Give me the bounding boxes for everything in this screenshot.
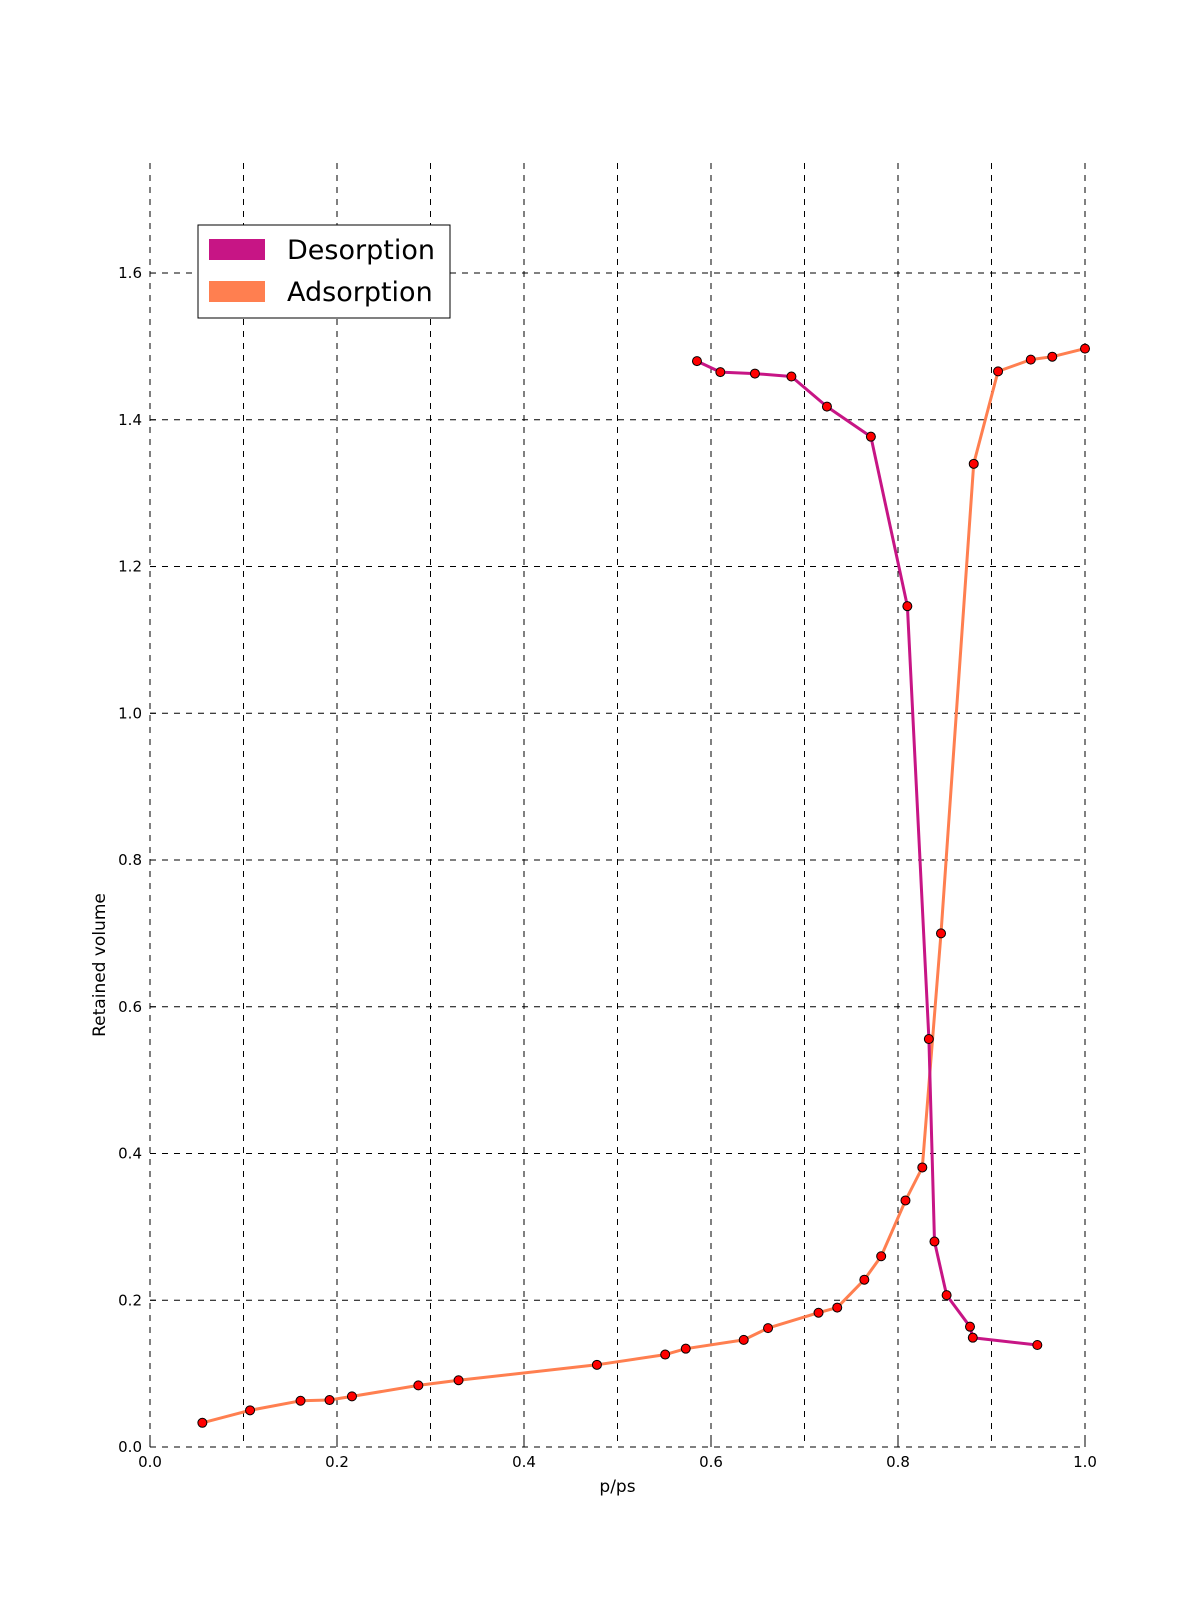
data-point-adsorption — [660, 1349, 671, 1360]
data-point-desorption — [749, 368, 760, 379]
x-axis-label: p/ps — [599, 1477, 635, 1497]
data-point-adsorption — [832, 1302, 843, 1313]
x-tick-label: 0.8 — [886, 1453, 910, 1471]
grid — [149, 163, 1086, 1448]
data-point-desorption — [941, 1290, 952, 1301]
y-axis-label: Retained volume — [90, 893, 110, 1037]
x-tick-label: 1.0 — [1073, 1453, 1097, 1471]
data-point-desorption — [691, 356, 702, 367]
data-point-desorption — [967, 1332, 978, 1343]
y-tick-label: 1.2 — [118, 558, 142, 576]
data-point-adsorption — [859, 1274, 870, 1285]
y-tick-label: 1.4 — [118, 411, 142, 429]
y-tick-label: 1.0 — [118, 704, 142, 722]
data-point-adsorption — [413, 1380, 424, 1391]
x-tick-label: 0.2 — [325, 1453, 349, 1471]
legend-label-desorption: Desorption — [287, 235, 435, 266]
legend-swatch-desorption — [209, 239, 265, 260]
legend: Desorption Adsorption — [197, 224, 451, 319]
data-point-desorption — [964, 1321, 975, 1332]
y-tick-label: 0.4 — [118, 1145, 142, 1163]
data-point-adsorption — [876, 1251, 887, 1262]
y-tick-label: 0.2 — [118, 1291, 142, 1309]
data-point-adsorption — [738, 1334, 749, 1345]
data-point-adsorption — [763, 1323, 774, 1334]
axis-ticks: 0.0 0.2 0.4 0.6 0.8 1.0 0.0 0.2 0.4 0.6 0.8 1.0 1.2 1… — [118, 264, 1097, 1471]
y-tick-label: 1.6 — [118, 264, 142, 282]
data-point-adsorption — [591, 1359, 602, 1370]
x-tick-label: 0.4 — [512, 1453, 536, 1471]
data-point-adsorption — [680, 1343, 691, 1354]
data-point-adsorption — [1047, 351, 1058, 362]
data-point-desorption — [1032, 1340, 1043, 1351]
data-point-adsorption — [346, 1391, 357, 1402]
data-point-adsorption — [993, 366, 1004, 377]
data-point-desorption — [786, 371, 797, 382]
data-point-adsorption — [245, 1405, 256, 1416]
data-point-adsorption — [1025, 354, 1036, 365]
legend-label-adsorption: Adsorption — [287, 277, 433, 308]
data-point-adsorption — [813, 1307, 824, 1318]
legend-swatch-adsorption — [209, 281, 265, 302]
data-point-adsorption — [968, 458, 979, 469]
data-point-adsorption — [1080, 343, 1090, 354]
data-point-desorption — [715, 367, 726, 378]
data-point-desorption — [902, 601, 913, 612]
data-point-desorption — [923, 1034, 934, 1045]
x-tick-label: 0.0 — [138, 1453, 162, 1471]
data-point-desorption — [929, 1236, 940, 1247]
y-tick-label: 0.6 — [118, 998, 142, 1016]
data-points — [197, 343, 1090, 1428]
data-point-adsorption — [900, 1195, 911, 1206]
series-lines — [202, 347, 1086, 1425]
data-point-adsorption — [936, 928, 947, 939]
y-tick-label: 0.0 — [118, 1438, 142, 1456]
data-point-adsorption — [917, 1162, 928, 1173]
series-line-adsorption — [202, 347, 1086, 1425]
data-point-adsorption — [197, 1417, 208, 1428]
data-point-adsorption — [453, 1375, 464, 1386]
data-point-adsorption — [324, 1395, 335, 1406]
x-tick-label: 0.6 — [699, 1453, 723, 1471]
series-line-desorption — [696, 359, 1038, 1347]
data-point-desorption — [865, 431, 876, 442]
data-point-adsorption — [295, 1395, 306, 1406]
y-tick-label: 0.8 — [118, 851, 142, 869]
data-point-desorption — [821, 401, 832, 412]
